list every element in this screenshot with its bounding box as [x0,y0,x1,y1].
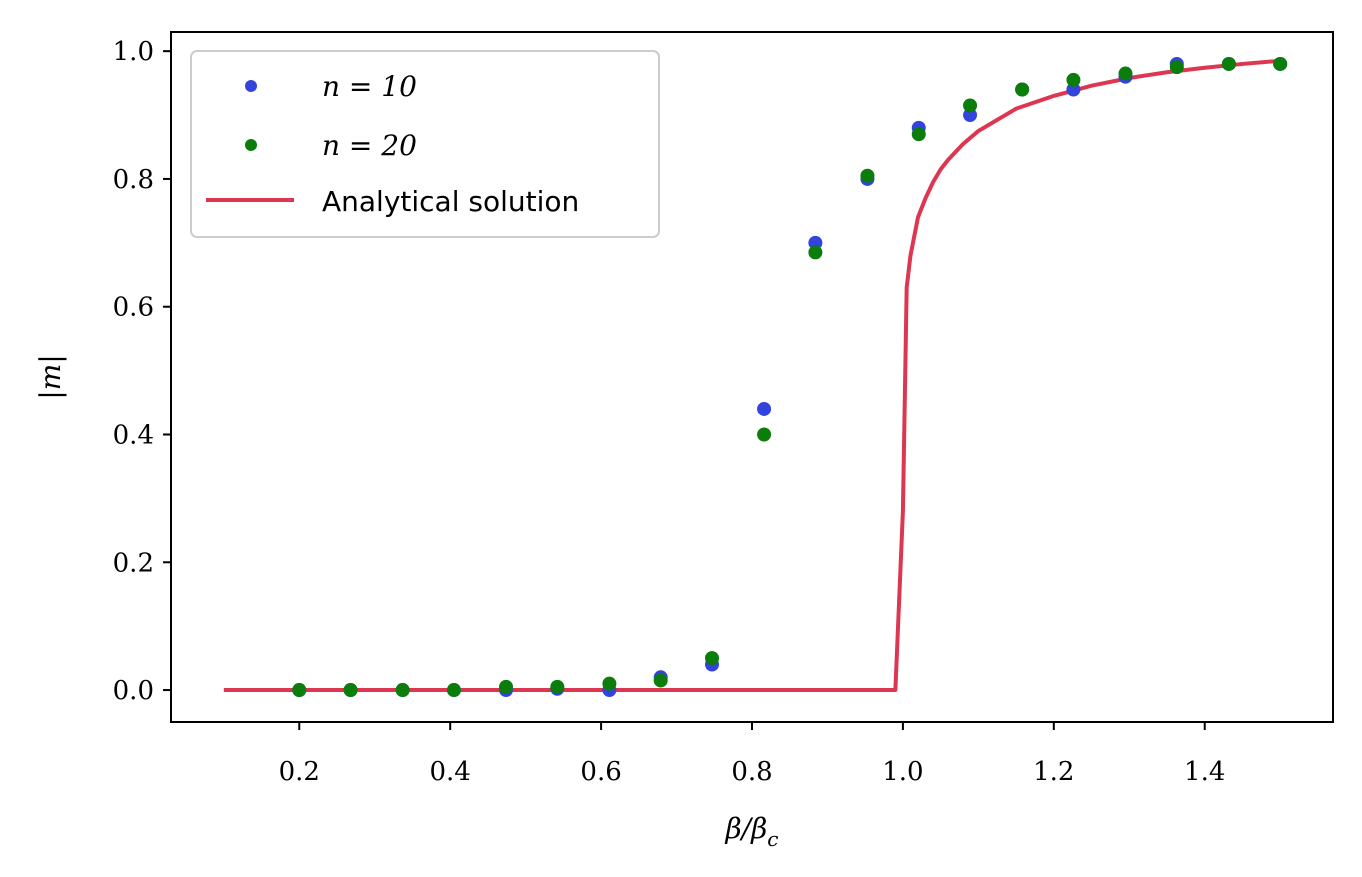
y-tick-label: 0.8 [113,165,154,195]
data-point-series-1 [705,651,720,666]
data-point-series-1 [757,427,772,442]
x-tick-label: 1.4 [1184,757,1225,787]
data-point-series-0 [1066,82,1081,97]
x-tick-label: 1.2 [1033,757,1074,787]
legend: n = 10 n = 20 Analytical solution [190,50,660,238]
x-tick-label: 0.8 [731,757,772,787]
x-tick-label: 0.6 [580,757,621,787]
y-tick-label: 0.4 [113,421,154,451]
data-point-series-1 [395,683,410,698]
y-axis-label: |m| [34,354,67,399]
data-point-series-1 [1221,56,1236,71]
data-point-series-1 [1066,72,1081,87]
legend-label-n20: n = 20 [322,129,417,162]
data-point-series-1 [911,127,926,142]
data-point-series-0 [808,235,823,250]
ticks: 0.2 0.4 0.6 0.8 1.0 1.2 1.4 0.0 0.2 0.4 0.6 0.8 1.0 [113,37,1226,787]
legend-marker-n20 [245,139,257,151]
x-axis-label-subscript: c [767,827,778,851]
data-point-series-1 [343,683,358,698]
legend-label-n10: n = 10 [322,70,417,103]
data-point-series-1 [550,679,565,694]
data-point-series-1 [292,683,307,698]
legend-label-analytical: Analytical solution [322,185,579,218]
x-tick-label: 0.2 [279,757,320,787]
y-tick-label: 0.2 [113,548,154,578]
y-tick-label: 0.6 [113,293,154,323]
data-point-series-1 [1015,82,1030,97]
data-point-series-1 [653,673,668,688]
data-point-series-0 [963,108,978,123]
data-point-series-0 [757,401,772,416]
data-point-series-1 [860,168,875,183]
data-point-series-1 [1273,56,1288,71]
data-point-series-1 [1169,60,1184,75]
data-point-series-1 [499,679,514,694]
data-point-series-1 [1118,66,1133,81]
data-point-series-1 [446,683,461,698]
series-line-analytical [223,58,1281,693]
legend-marker-n10 [245,80,257,92]
legend-box [190,50,660,238]
plot-content [223,56,1288,698]
x-axis-label-beta: β/β [724,812,767,845]
data-point-series-1 [963,98,978,113]
y-tick-label: 0.0 [113,676,154,706]
x-tick-label: 0.4 [430,757,471,787]
x-tick-label: 1.0 [882,757,923,787]
data-point-series-1 [808,245,823,260]
data-point-series-1 [602,676,617,691]
y-tick-label: 1.0 [113,37,154,67]
x-axis-label: β/βc [724,812,778,851]
